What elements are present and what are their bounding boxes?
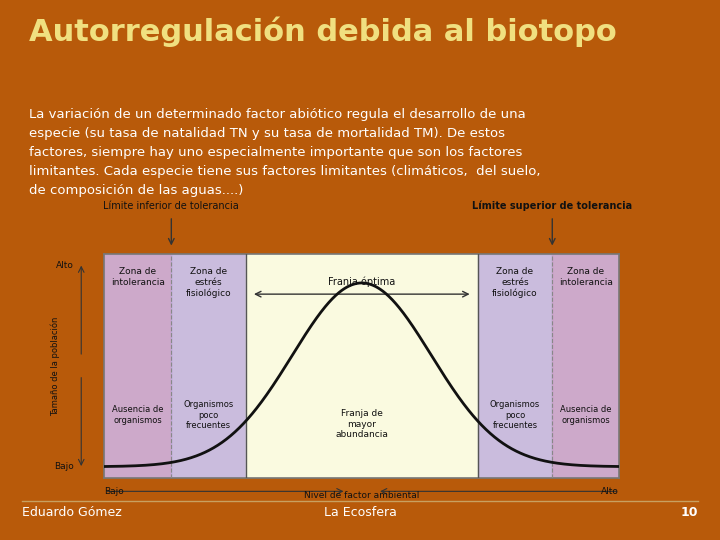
Text: Límite superior de tolerancia: Límite superior de tolerancia [472, 200, 632, 211]
Text: Bajo: Bajo [104, 487, 124, 496]
Text: Alto: Alto [55, 260, 73, 269]
Text: Autorregulación debida al biotopo: Autorregulación debida al biotopo [29, 16, 616, 46]
Text: Bajo: Bajo [54, 462, 73, 471]
Text: Organismos
poco
frecuentes: Organismos poco frecuentes [184, 400, 234, 430]
Bar [246, 254, 477, 478]
Text: Eduardo Gómez: Eduardo Gómez [22, 507, 122, 519]
Text: La Ecosfera: La Ecosfera [323, 507, 397, 519]
Text: Zona de
estrés
fisiológico: Zona de estrés fisiológico [492, 267, 538, 298]
Text: Franja óptima: Franja óptima [328, 277, 395, 287]
Bar [477, 254, 552, 478]
Bar [104, 254, 171, 478]
Text: Tamaño de la población: Tamaño de la población [50, 316, 60, 416]
Text: Alto: Alto [601, 487, 619, 496]
Text: 10: 10 [681, 507, 698, 519]
Text: Zona de
intolerancia: Zona de intolerancia [111, 267, 165, 287]
Text: Ausencia de
organismos: Ausencia de organismos [112, 406, 163, 425]
Bar [171, 254, 246, 478]
Text: Zona de
estrés
fisiológico: Zona de estrés fisiológico [186, 267, 231, 298]
Text: La variación de un determinado factor abiótico regula el desarrollo de una
espec: La variación de un determinado factor ab… [29, 108, 540, 197]
Bar [552, 254, 619, 478]
Text: Franja de
mayor
abundancia: Franja de mayor abundancia [336, 409, 388, 439]
Text: Organismos
poco
frecuentes: Organismos poco frecuentes [490, 400, 540, 430]
Text: Ausencia de
organismos: Ausencia de organismos [560, 406, 611, 425]
Text: Límite inferior de tolerancia: Límite inferior de tolerancia [104, 200, 239, 211]
Text: Zona de
intolerancia: Zona de intolerancia [559, 267, 613, 287]
Text: Nivel de factor ambiental: Nivel de factor ambiental [304, 491, 420, 501]
